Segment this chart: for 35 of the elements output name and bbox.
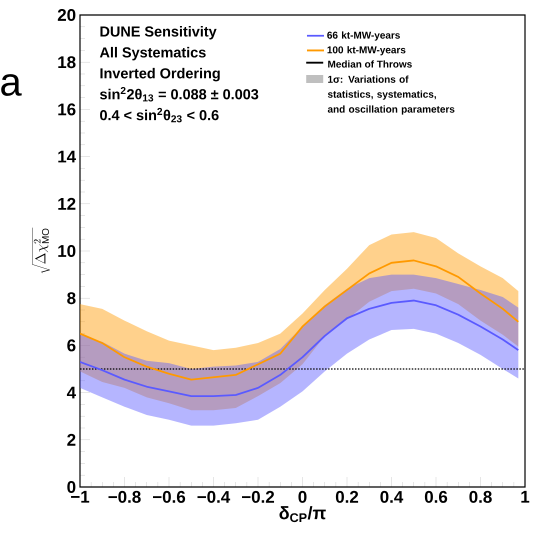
x-tick-label: 0.8: [469, 490, 492, 503]
x-tick-label: 1: [521, 490, 530, 503]
text: DUNE Sensitivity: [100, 26, 217, 40]
y-tick-label: 4: [66, 386, 76, 398]
legend-label: 66 kt-MW-years: [327, 31, 400, 41]
x-tick-label: −0.4: [197, 490, 230, 503]
y-axis-title: $\sqrt{\Delta\chi^{2}_{\mathrm{MO}}}$: [32, 228, 50, 274]
legend-label: 100 kt-MW-years: [328, 46, 406, 56]
text: a: [1, 74, 22, 96]
y-tick-label: 6: [67, 339, 76, 352]
x-axis-title: δ$_{CP}$/π: [279, 506, 326, 522]
y-tick-label: 12: [58, 198, 76, 210]
x-tick-label: −1: [71, 490, 90, 503]
x-tick-label: 0.6: [424, 490, 448, 503]
x-tick-label: 0.4: [380, 490, 404, 503]
y-tick-label: 20: [58, 9, 76, 21]
annotation: 0.4 < sin$^{2}$θ$_{23}$ < 0.6: [100, 108, 219, 122]
x-tick-label: −0.2: [242, 490, 274, 503]
y-tick-label: 2: [67, 434, 76, 446]
line-series: [80, 300, 520, 398]
annotation: sin$^{2}$2θ$_{13}$ = 0.088 ± 0.003: [100, 86, 258, 102]
annotation: Median of Throws: [328, 60, 412, 68]
x-tick-label: −0.8: [108, 490, 141, 503]
y-tick-label: 16: [58, 103, 76, 116]
annotation: Inverted Ordering: [100, 68, 220, 82]
x-tick-label: 0.2: [336, 490, 358, 503]
annotation: 1σ: Variations of statistics, systematics, and oscillation parameters: [328, 76, 454, 115]
x-tick-label: −0.6: [152, 490, 186, 503]
x-tick-label: 0: [298, 490, 307, 503]
y-tick-label: 0: [67, 481, 76, 493]
annotation: All Systematics: [100, 46, 206, 60]
y-tick-label: 14: [58, 150, 76, 162]
y-tick-label: 10: [58, 245, 76, 257]
y-tick-label: 18: [58, 56, 76, 68]
y-tick-label: 8: [67, 292, 76, 304]
